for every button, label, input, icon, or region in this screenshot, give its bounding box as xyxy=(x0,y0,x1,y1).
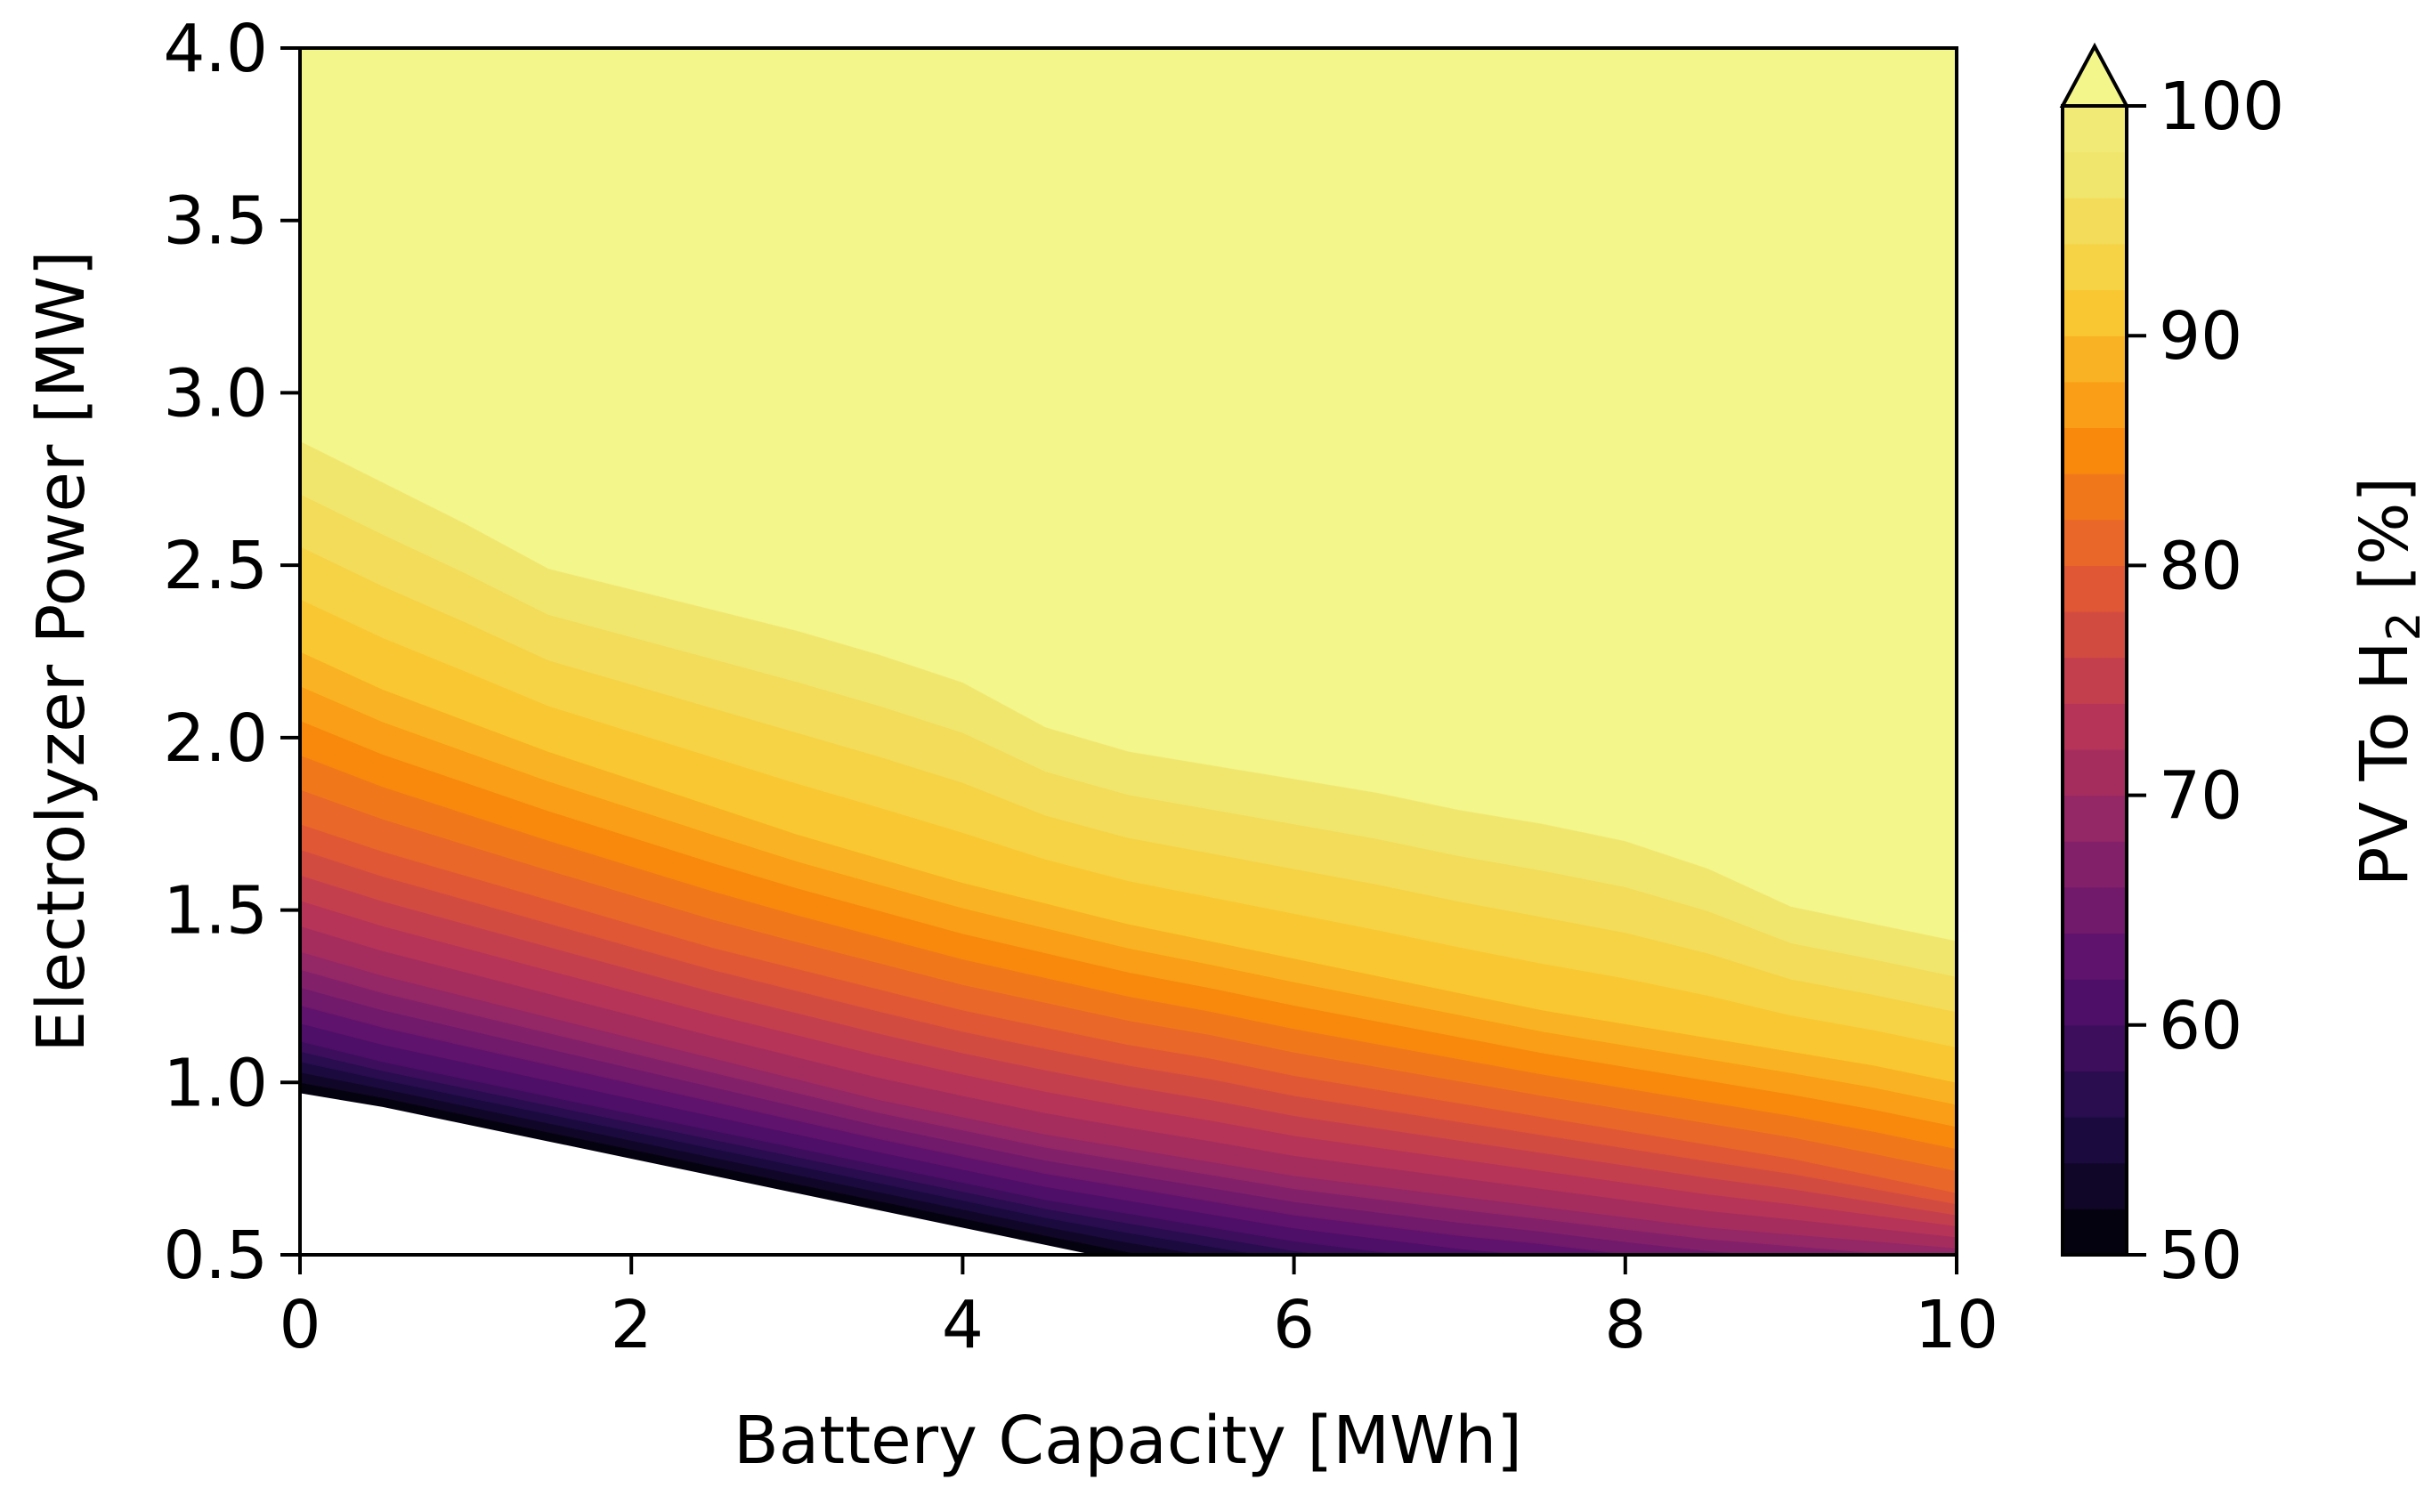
colorbar-extend-triangle xyxy=(2059,42,2130,108)
x-tick-label: 2 xyxy=(611,1287,653,1363)
contour-bands xyxy=(300,48,1957,1255)
colorbar-label-subscript: 2 xyxy=(2378,611,2431,641)
colorbar-swatch xyxy=(2063,106,2127,153)
x-axis: 0 2 4 6 8 10 xyxy=(279,1255,1998,1363)
colorbar-swatch xyxy=(2063,473,2127,521)
colorbar-swatch xyxy=(2063,886,2127,934)
colorbar-label-main: PV To H xyxy=(2347,641,2423,886)
x-tick-label: 10 xyxy=(1915,1287,1998,1363)
colorbar-swatch xyxy=(2063,657,2127,704)
colorbar-swatch xyxy=(2063,703,2127,750)
colorbar-swatch xyxy=(2063,1024,2127,1071)
colorbar-frame xyxy=(2061,104,2128,1257)
colorbar-swatch xyxy=(2063,1209,2127,1256)
y-tick-label: 4.0 xyxy=(163,11,268,87)
colorbar-tick-label: 50 xyxy=(2159,1217,2242,1294)
y-tick-label: 3.0 xyxy=(163,355,268,432)
colorbar-tick-label: 70 xyxy=(2159,758,2242,835)
colorbar-tick-label: 100 xyxy=(2159,69,2284,145)
colorbar-swatch xyxy=(2063,795,2127,842)
x-tick-label: 0 xyxy=(279,1287,320,1363)
colorbar-swatch xyxy=(2063,336,2127,383)
colorbar-swatch xyxy=(2063,381,2127,428)
plot-area xyxy=(298,46,1958,1257)
colorbar-label-tail: [%] xyxy=(2347,477,2423,612)
contour-band-extend xyxy=(300,48,1957,942)
colorbar-ticks: 50 60 70 80 90 100 xyxy=(2127,69,2284,1294)
x-tick-label: 6 xyxy=(1273,1287,1315,1363)
plot-frame xyxy=(298,46,1958,1257)
y-tick-label: 0.5 xyxy=(163,1217,268,1294)
colorbar-swatch xyxy=(2063,749,2127,796)
colorbar-tick-label: 90 xyxy=(2159,298,2242,375)
colorbar-swatch xyxy=(2063,519,2127,566)
y-tick-label: 1.0 xyxy=(163,1045,268,1121)
colorbar-swatch xyxy=(2063,1071,2127,1118)
colorbar-swatch xyxy=(2063,611,2127,659)
colorbar-swatch xyxy=(2063,289,2127,336)
y-tick-label: 2.0 xyxy=(163,700,268,777)
colorbar-bands xyxy=(2063,106,2127,1256)
colorbar-swatch xyxy=(2063,1162,2127,1209)
colorbar-swatch xyxy=(2063,1117,2127,1164)
colorbar-swatch xyxy=(2063,151,2127,198)
colorbar-swatch xyxy=(2063,427,2127,474)
x-axis-label: Battery Capacity [MWh] xyxy=(734,1403,1522,1479)
colorbar-swatch xyxy=(2063,933,2127,980)
colorbar-swatch xyxy=(2063,841,2127,888)
y-axis-label: Electrolyzer Power [MW] xyxy=(23,250,100,1052)
colorbar-tick-label: 80 xyxy=(2159,528,2242,604)
x-tick-label: 4 xyxy=(942,1287,984,1363)
colorbar-tick-label: 60 xyxy=(2159,988,2242,1064)
colorbar-swatch xyxy=(2063,565,2127,612)
y-tick-label: 3.5 xyxy=(163,183,268,260)
colorbar-label: PV To H2 [%] xyxy=(2347,477,2431,887)
colorbar-swatch xyxy=(2063,198,2127,245)
y-tick-label: 1.5 xyxy=(163,873,268,950)
y-tick-label: 2.5 xyxy=(163,528,268,604)
y-axis: 0.5 1.0 1.5 2.0 2.5 3.0 3.5 4.0 xyxy=(163,11,300,1294)
colorbar-swatch xyxy=(2063,243,2127,291)
colorbar: 50 60 70 80 90 100 PV To H2 [%] xyxy=(2059,42,2431,1294)
x-tick-label: 8 xyxy=(1604,1287,1646,1363)
colorbar-swatch xyxy=(2063,979,2127,1026)
